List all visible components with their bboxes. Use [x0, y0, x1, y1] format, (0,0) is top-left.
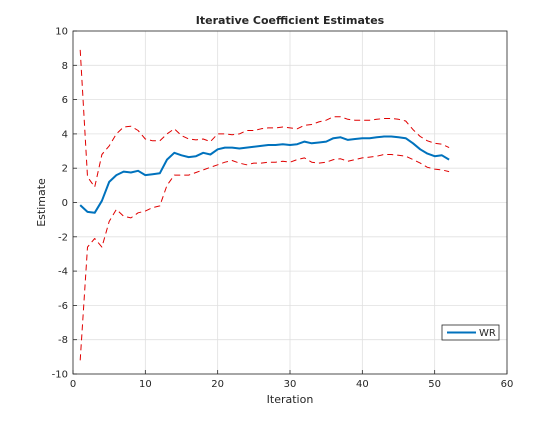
y-tick-label: -4	[58, 267, 68, 278]
x-tick-label: 40	[356, 379, 369, 390]
y-tick-label: 10	[55, 27, 68, 38]
y-tick-label: 8	[62, 61, 68, 72]
legend: WR	[441, 324, 500, 341]
series-layer	[79, 49, 450, 361]
y-tick-label: -10	[52, 370, 68, 381]
x-tick-label: 30	[284, 379, 297, 390]
y-tick-label: 0	[62, 198, 68, 209]
x-axis-label: Iteration	[267, 393, 314, 406]
ticks: 0 10 20 30 40 50 60 -10 -8 -6 -4 -2 0 2 4 6 8 10	[52, 27, 514, 391]
series-line-wr	[79, 135, 450, 214]
x-tick-label: 0	[70, 379, 76, 390]
y-tick-label: 6	[62, 95, 68, 106]
chart-title: Iterative Coefficient Estimates	[196, 14, 385, 27]
y-tick-label: 2	[62, 164, 68, 175]
y-tick-label: -8	[58, 335, 68, 346]
x-tick-label: 20	[211, 379, 224, 390]
y-tick-label: 4	[62, 129, 68, 140]
series-line-lower-bound	[79, 154, 450, 361]
series-line-upper-bound	[79, 49, 450, 188]
y-tick-label: -6	[58, 301, 68, 312]
y-tick-label: -2	[58, 232, 68, 243]
legend-label-wr: WR	[479, 328, 496, 339]
y-axis-label: Estimate	[35, 178, 48, 227]
x-tick-label: 50	[428, 379, 441, 390]
x-tick-label: 10	[139, 379, 152, 390]
x-tick-label: 60	[501, 379, 514, 390]
